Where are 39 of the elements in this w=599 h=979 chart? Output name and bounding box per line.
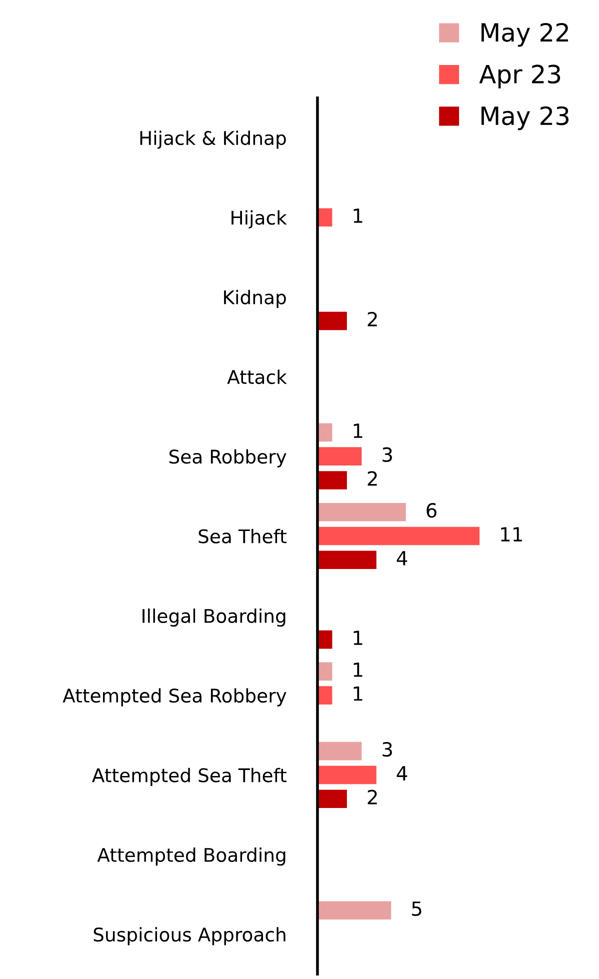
data-label: 3	[382, 742, 392, 757]
bar	[317, 550, 376, 570]
y-tick-label: Attempted Sea Theft	[92, 768, 286, 786]
data-label: 1	[354, 424, 362, 438]
y-tick-label: Sea Theft	[198, 528, 286, 544]
legend-label: May 22	[482, 22, 568, 47]
data-label: 1	[354, 686, 362, 701]
bar	[317, 790, 347, 808]
data-label: 11	[501, 527, 522, 542]
legend-label: Apr 23	[479, 64, 560, 88]
bar	[317, 312, 347, 330]
y-tick-label: Hijack	[232, 210, 287, 228]
data-label: 3	[382, 447, 392, 462]
bar	[317, 447, 362, 466]
bar	[317, 766, 376, 784]
data-label: 5	[412, 902, 422, 916]
data-label: 2	[368, 471, 377, 486]
data-label: 2	[368, 790, 377, 804]
y-tick-label: Attack	[227, 370, 287, 384]
bar	[317, 502, 406, 522]
bar	[317, 901, 392, 920]
data-label: 4	[396, 551, 408, 566]
data-label: 4	[396, 766, 408, 780]
data-label: 1	[354, 662, 362, 677]
y-tick-label: Hijack & Kidnap	[140, 130, 286, 149]
y-tick-label: Attempted Boarding	[97, 848, 286, 866]
bar	[317, 526, 480, 546]
bar	[317, 471, 347, 490]
bar	[317, 742, 362, 760]
y-tick-label: Illegal Boarding	[142, 608, 286, 627]
data-label: 2	[368, 312, 377, 326]
legend-label: May 23	[482, 106, 569, 130]
data-label: 6	[426, 503, 436, 518]
y-tick-label: Suspicious Approach	[94, 927, 286, 946]
y-tick-label: Kidnap	[224, 290, 286, 308]
data-label: 1	[354, 630, 362, 645]
y-tick-label: Attempted Sea Robbery	[62, 688, 286, 706]
data-label: 1	[354, 208, 362, 223]
y-tick-label: Sea Robbery	[169, 449, 286, 468]
